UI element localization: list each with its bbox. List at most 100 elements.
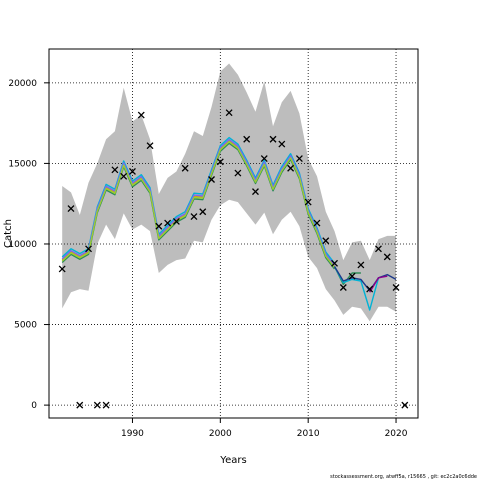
x-tick-label: 2010 (297, 429, 320, 439)
y-tick-label: 0 (31, 401, 37, 411)
x-tick-label: 1990 (121, 429, 144, 439)
observed-point (260, 155, 268, 163)
observed-point-stroke (164, 219, 172, 227)
observed-point-stroke (260, 155, 268, 163)
observed-point (85, 245, 92, 253)
footer-credit: stockassessment.org, atwff5a, r15665 , g… (330, 474, 477, 480)
observed-point (93, 401, 101, 409)
observed-point (120, 172, 128, 180)
plot-frame (48, 48, 419, 419)
y-axis-title: Catch (3, 219, 14, 248)
observed-point (146, 142, 154, 150)
observed-point-stroke (208, 176, 215, 183)
observed-point (269, 135, 277, 143)
observed-point-stroke (67, 205, 75, 212)
observed-point (111, 166, 119, 174)
observed-point (366, 285, 374, 293)
observed-point (67, 205, 75, 212)
y-tick-label: 5000 (14, 321, 37, 331)
observed-point-stroke (243, 135, 251, 143)
observed-point (137, 111, 145, 119)
observed-point-stroke (278, 140, 286, 148)
observed-point-stroke (129, 168, 136, 175)
y-tick-label: 15000 (8, 159, 37, 169)
observed-point (278, 140, 286, 148)
observed-point (172, 217, 180, 225)
observed-point (401, 401, 409, 409)
fit-line-tail (369, 275, 388, 293)
confidence-band-tail (334, 231, 396, 322)
fit-line-tail (333, 266, 397, 292)
observed-point (322, 237, 330, 245)
observed-point-stroke (383, 253, 391, 261)
observed-point-stroke (190, 213, 198, 221)
observed-markers-layer (58, 109, 409, 409)
fit-line (61, 142, 336, 270)
observed-point (357, 261, 365, 269)
observed-point (234, 169, 242, 177)
observed-point (76, 401, 84, 409)
observed-point (331, 259, 338, 267)
observed-point-stroke (85, 245, 92, 253)
observed-point (375, 245, 382, 253)
observed-point (225, 109, 233, 117)
observed-point-stroke (216, 158, 224, 166)
observed-point-stroke (339, 284, 347, 291)
observed-point (199, 208, 207, 216)
fit-line (61, 136, 336, 264)
observed-point (339, 284, 347, 291)
y-tick-label: 10000 (8, 240, 37, 250)
observed-point (102, 401, 110, 409)
observed-point-stroke (155, 222, 163, 230)
observed-point (58, 265, 66, 273)
observed-point-stroke (120, 172, 128, 180)
observed-point (392, 284, 400, 291)
observed-point-stroke (234, 169, 242, 177)
observed-point (304, 198, 312, 206)
observed-point-stroke (375, 245, 382, 253)
observed-point-stroke (225, 109, 233, 117)
observed-point-stroke (357, 261, 365, 269)
confidence-band-layer (62, 63, 396, 322)
observed-point-stroke (146, 142, 154, 150)
observed-point-stroke (331, 259, 338, 267)
observed-point-stroke (199, 208, 207, 216)
observed-point-stroke (287, 164, 295, 172)
observed-point-stroke (102, 401, 110, 409)
observed-point-stroke (58, 265, 66, 273)
x-axis-title: Years (219, 455, 246, 466)
observed-point (208, 176, 215, 183)
observed-point (181, 164, 189, 172)
observed-point-stroke (295, 155, 303, 163)
fit-line (61, 141, 336, 268)
observed-point-stroke (172, 217, 180, 225)
observed-point-stroke (366, 285, 374, 293)
observed-point (216, 158, 224, 166)
axis-ticks-layer: 1990 2000 2010 2020 0 5000 10000 15000 20000 (8, 79, 407, 439)
observed-point (348, 272, 356, 280)
confidence-band (62, 63, 335, 309)
observed-point-stroke (93, 401, 101, 409)
observed-point-stroke (401, 401, 409, 409)
observed-point (190, 213, 198, 221)
observed-point (155, 222, 163, 230)
observed-point-stroke (76, 401, 84, 409)
observed-point-stroke (392, 284, 400, 291)
y-tick-label: 20000 (8, 79, 37, 89)
observed-point (252, 188, 259, 196)
observed-point-stroke (348, 272, 356, 280)
observed-point-stroke (111, 166, 119, 174)
observed-point-stroke (252, 188, 259, 196)
observed-point-stroke (181, 164, 189, 172)
fit-lines-layer (61, 136, 397, 311)
x-tick-label: 2020 (385, 429, 408, 439)
observed-point-stroke (322, 237, 330, 245)
observed-point (383, 253, 391, 261)
observed-point (129, 168, 136, 175)
observed-point (287, 164, 295, 172)
observed-point (164, 219, 172, 227)
observed-point (295, 155, 303, 163)
observed-point-stroke (137, 111, 145, 119)
x-tick-label: 2000 (209, 429, 232, 439)
